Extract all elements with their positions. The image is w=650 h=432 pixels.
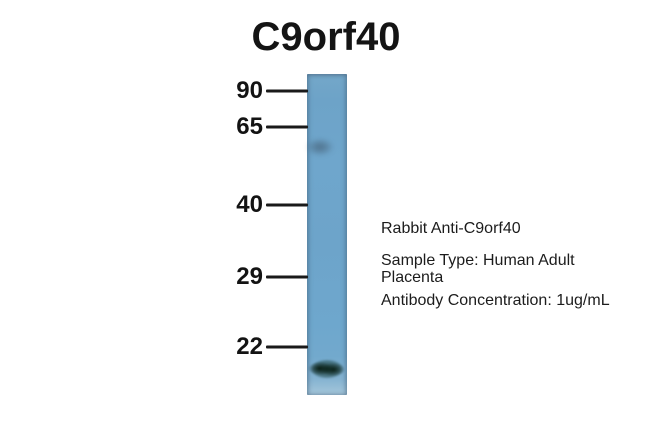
marker-tick	[266, 345, 308, 349]
marker-label: 65	[236, 113, 263, 140]
marker-tick	[266, 275, 308, 279]
marker-label: 22	[236, 333, 263, 360]
marker-label: 90	[236, 77, 263, 104]
annotation-text: Antibody Concentration: 1ug/mL	[381, 292, 610, 309]
marker-tick	[266, 203, 308, 207]
marker-tick	[266, 89, 308, 93]
figure-title: C9orf40	[251, 15, 401, 59]
marker-tick	[266, 125, 308, 129]
annotation-text: Sample Type: Human Adult Placenta	[381, 252, 575, 286]
blot-lane	[307, 74, 347, 395]
annotation-text: Rabbit Anti-C9orf40	[381, 220, 521, 237]
marker-label: 40	[236, 191, 263, 218]
marker-label: 29	[236, 263, 263, 290]
